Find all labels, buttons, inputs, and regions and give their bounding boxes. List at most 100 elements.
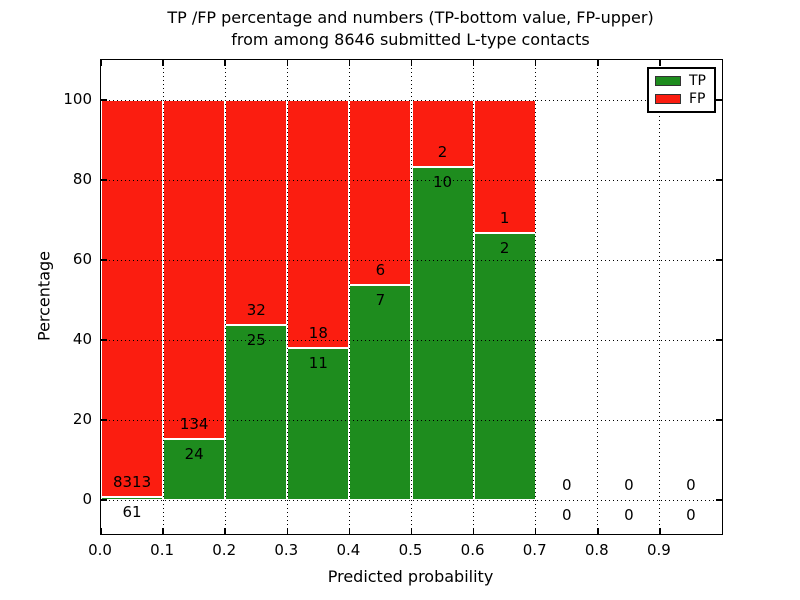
y-tick-label: 20	[72, 410, 92, 428]
tp-count-label: 24	[184, 445, 204, 464]
x-gridline	[659, 60, 661, 534]
y-tickmark	[716, 259, 722, 261]
tp-count-label: 25	[246, 330, 266, 349]
x-gridline	[348, 60, 350, 534]
x-tick-label: 0.8	[584, 541, 609, 559]
legend-row-fp: FP	[655, 92, 714, 106]
fp-count-label: 2	[437, 142, 448, 161]
x-tickmark	[410, 528, 413, 534]
y-tickmark	[716, 339, 722, 341]
x-tick-label: 0.5	[398, 541, 423, 559]
x-tick-label: 0.2	[212, 541, 237, 559]
fp-count-label: 18	[308, 324, 328, 343]
tp-count-label: 61	[122, 503, 142, 522]
x-tick-label: 0.0	[88, 541, 112, 559]
x-tick-label: 0.1	[150, 541, 175, 559]
tp-legend-label: TP	[689, 73, 706, 90]
y-tick-label: 60	[72, 250, 92, 268]
fp-count-label: 8313	[112, 473, 152, 492]
tp-bar-segment	[287, 348, 350, 500]
tp-bar-segment	[163, 439, 226, 500]
x-tickmark	[534, 60, 537, 66]
fp-bar-segment	[287, 100, 350, 349]
fp-count-label: 32	[246, 300, 266, 319]
fp-bar-segment	[349, 100, 412, 285]
tp-bar-segment	[473, 233, 536, 500]
y-tick-label: 40	[72, 330, 92, 348]
x-gridline	[286, 60, 288, 534]
y-tickmark	[716, 499, 722, 501]
y-tickmark	[101, 179, 107, 181]
fp-count-label: 0	[624, 476, 634, 494]
x-tick-label: 0.9	[646, 541, 671, 559]
fp-legend-swatch-icon	[655, 93, 681, 104]
y-tickmark	[101, 339, 107, 341]
tp-count-label: 0	[624, 506, 634, 524]
tp-count-label: 10	[433, 172, 453, 191]
x-tickmark	[659, 60, 661, 66]
fp-bar-segment	[101, 100, 164, 498]
x-tickmark	[162, 60, 164, 66]
x-gridline	[224, 60, 226, 534]
x-tick-label: 0.6	[460, 541, 485, 559]
chart-title-line2: from among 8646 submitted L-type contact…	[231, 30, 590, 49]
y-tickmark	[716, 179, 722, 181]
fp-count-label: 6	[375, 260, 386, 279]
x-tick-label: 0.3	[274, 541, 299, 559]
x-tickmark	[659, 528, 661, 534]
fp-count-label: 1	[499, 209, 510, 228]
x-tickmark	[348, 60, 351, 66]
x-tickmark	[162, 528, 164, 534]
tp-count-label: 2	[499, 239, 510, 258]
fp-bar-segment	[163, 100, 226, 440]
x-gridline	[535, 60, 537, 534]
y-tick-label: 80	[72, 170, 92, 188]
x-tickmark	[597, 60, 599, 66]
chart-title-line1: TP /FP percentage and numbers (TP-bottom…	[167, 8, 654, 27]
fp-bar-segment	[225, 100, 288, 325]
x-tickmark	[348, 528, 351, 534]
tp-bar-segment	[225, 324, 288, 500]
y-tick-label: 0	[82, 490, 92, 508]
x-tickmark	[100, 60, 102, 66]
x-tickmark	[286, 528, 289, 534]
tp-count-label: 0	[686, 506, 696, 524]
x-tickmark	[597, 528, 599, 534]
x-tickmark	[224, 528, 226, 534]
tp-bar-segment	[411, 166, 474, 500]
x-tickmark	[472, 528, 475, 534]
x-gridline	[597, 60, 599, 534]
y-tickmark	[101, 99, 107, 101]
chart-title: TP /FP percentage and numbers (TP-bottom…	[100, 7, 721, 51]
x-gridline	[162, 60, 164, 534]
fp-bar-segment	[473, 100, 536, 234]
tp-count-label: 0	[561, 506, 572, 524]
legend-row-tp: TP	[655, 74, 714, 88]
x-tickmark	[224, 60, 226, 66]
x-gridline	[411, 60, 412, 534]
x-tick-label: 0.7	[522, 541, 547, 559]
y-tickmark	[101, 259, 107, 261]
x-tickmark	[410, 60, 413, 66]
x-gridline	[473, 60, 475, 534]
plot-area: 8313 61 134 24 32 25 18 11 6 7 2 10 1 2 0 0 0 0 0 0	[100, 59, 723, 535]
y-tickmark	[101, 419, 107, 421]
y-tick-label: 100	[63, 90, 92, 108]
y-tickmark	[716, 419, 722, 421]
x-axis-label: Predicted probability	[327, 567, 494, 586]
tp-count-label: 11	[308, 354, 328, 373]
fp-legend-label: FP	[689, 90, 706, 107]
fp-count-label: 0	[561, 476, 572, 494]
x-tick-label: 0.4	[336, 541, 361, 559]
x-tickmark	[100, 528, 102, 534]
fp-count-label: 0	[686, 476, 696, 494]
x-tickmark	[534, 528, 537, 534]
y-tickmark	[716, 99, 722, 101]
x-tickmark	[286, 60, 289, 66]
y-tickmark	[101, 499, 107, 501]
tp-bar-segment	[349, 284, 412, 500]
x-tickmark	[472, 60, 475, 66]
tp-count-label: 7	[375, 290, 386, 309]
fp-count-label: 134	[179, 415, 209, 434]
